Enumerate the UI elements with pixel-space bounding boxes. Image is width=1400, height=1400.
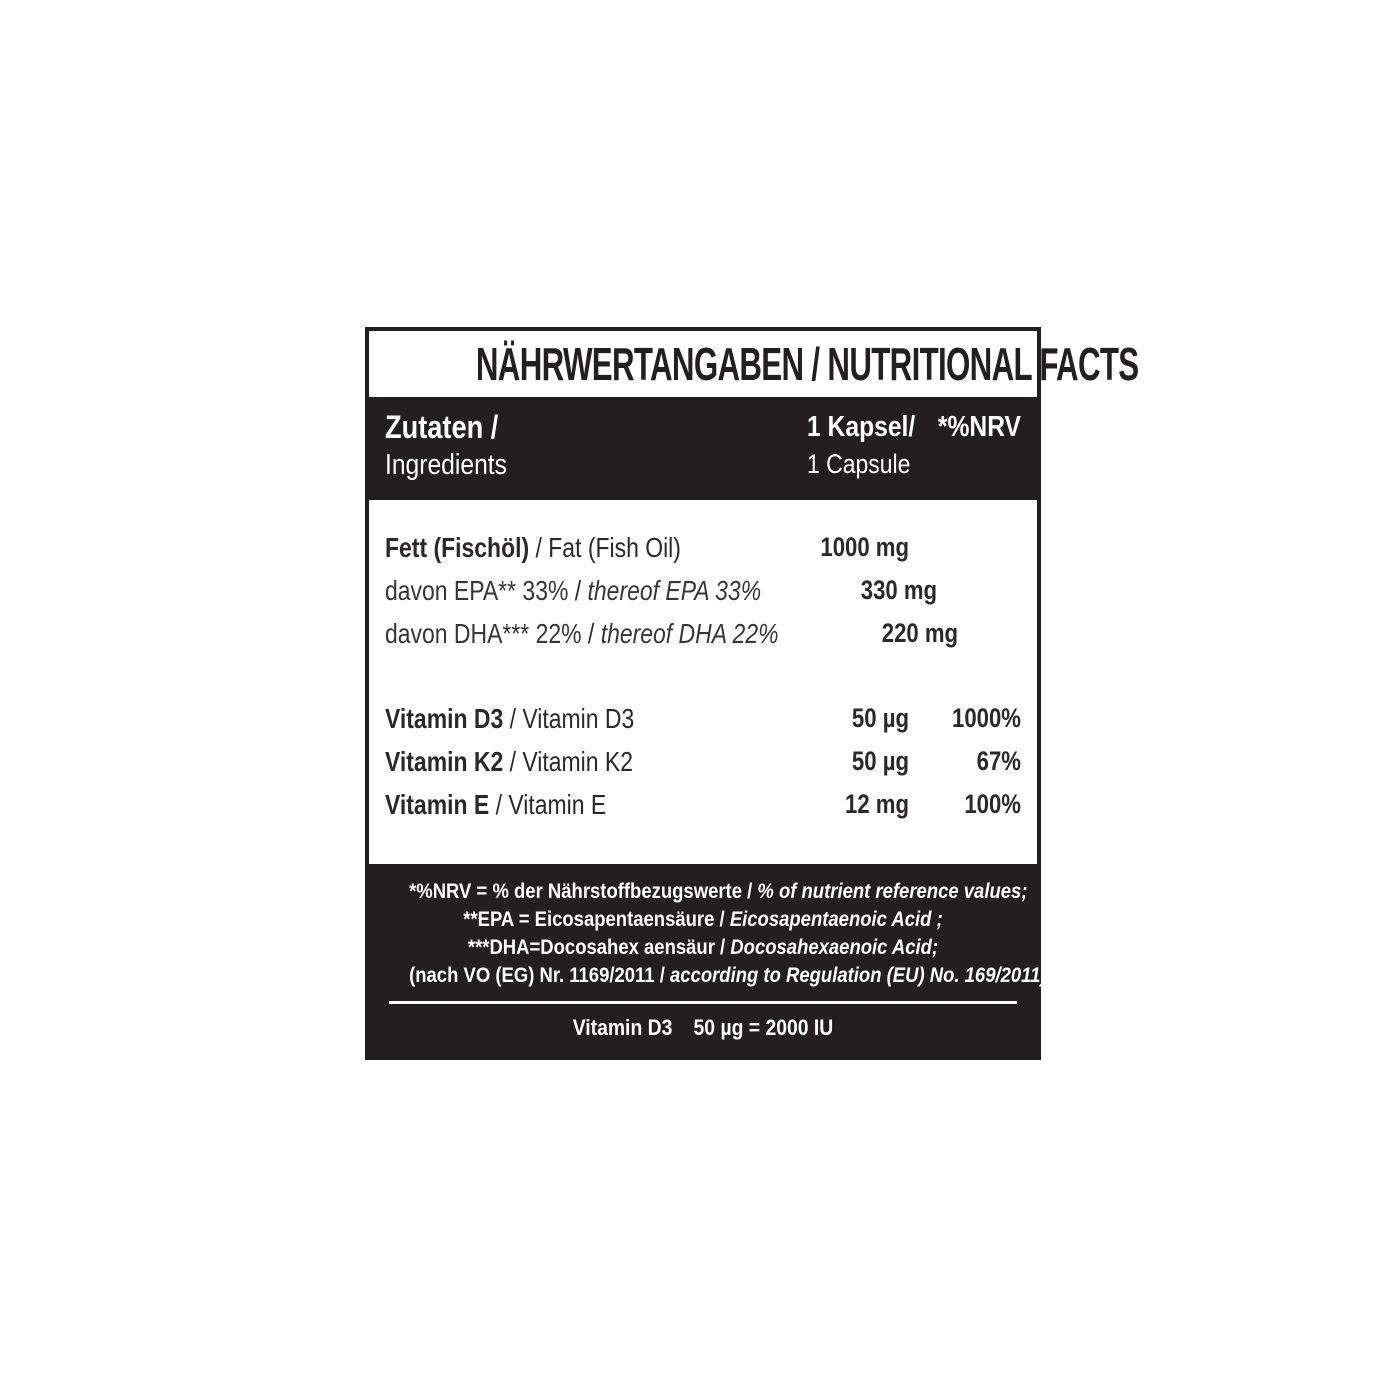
row-name: davon EPA** 33% / thereof EPA 33%	[385, 575, 761, 607]
row-name: davon DHA*** 22% / thereof DHA 22%	[385, 618, 779, 650]
row-amount: 50 µg	[851, 703, 909, 733]
row-name: Vitamin E / Vitamin E	[385, 789, 716, 821]
footnote-text-italic: Eicosapentaenoic Acid ;	[729, 908, 943, 931]
row-name-de: davon DHA*** 22%	[385, 617, 582, 649]
label-title: NÄHRWERTANGABEN / NUTRITIONAL FACTS	[475, 338, 1139, 390]
title-band: NÄHRWERTANGABEN / NUTRITIONAL FACTS	[369, 331, 1139, 397]
footnote-regulation: (nach VO (EG) Nr. 1169/2011 / according …	[409, 962, 1046, 990]
row-name-separator: /	[489, 788, 509, 820]
row-name-en: Vitamin D3	[522, 702, 635, 734]
footnote-text: (nach VO (EG) Nr. 1169/2011 /	[409, 964, 670, 987]
column-header-band: Zutaten / Ingredients 1 Kapsel/ 1 Capsul…	[369, 397, 1037, 500]
footer-divider	[389, 1001, 1017, 1004]
row-amount: 330 mg	[860, 575, 937, 605]
table-row-epa: davon EPA** 33% / thereof EPA 33% 330 mg	[385, 569, 1021, 612]
row-amount: 50 µg	[851, 746, 909, 776]
row-name-separator: /	[568, 574, 588, 606]
footnote-epa: **EPA = Eicosapentaensäure / Eicosapenta…	[409, 906, 997, 934]
table-row-vitamin-k2: Vitamin K2 / Vitamin K2 50 µg 67%	[385, 740, 1021, 783]
row-name-separator: /	[581, 617, 601, 649]
ingredients-column-header: Zutaten / Ingredients	[385, 407, 728, 500]
footnote-nrv: *%NRV = % der Nährstoffbezugswerte / % o…	[409, 878, 1027, 906]
row-name: Fett (Fischöl) / Fat (Fish Oil)	[385, 532, 716, 564]
table-row-vitamin-e: Vitamin E / Vitamin E 12 mg 100%	[385, 783, 1021, 826]
row-nrv: 1000%	[952, 703, 1021, 733]
footnote-text-italic: % of nutrient reference values;	[757, 880, 1028, 903]
row-name-de: Vitamin K2	[385, 745, 504, 777]
row-name-en: thereof EPA 33%	[587, 574, 762, 606]
row-nrv: 67%	[976, 746, 1021, 776]
row-nrv: 100%	[964, 789, 1021, 819]
row-name-en: Fat (Fish Oil)	[548, 531, 681, 563]
row-name-de: Fett (Fischöl)	[385, 531, 530, 563]
row-name-en: Vitamin E	[508, 788, 607, 820]
row-amount: 12 mg	[845, 789, 909, 819]
table-row-dha: davon DHA*** 22% / thereof DHA 22% 220 m…	[385, 612, 1021, 655]
footnotes-band: *%NRV = % der Nährstoffbezugswerte / % o…	[369, 864, 1047, 1056]
table-row-vitamin-d3: Vitamin D3 / Vitamin D3 50 µg 1000%	[385, 697, 1021, 740]
row-name: Vitamin D3 / Vitamin D3	[385, 703, 716, 735]
table-row-fat: Fett (Fischöl) / Fat (Fish Oil) 1000 mg	[385, 526, 1021, 569]
nrv-column-header: *%NRV	[937, 411, 1021, 443]
row-name-de: davon EPA** 33%	[385, 574, 569, 606]
nutrient-table: Fett (Fischöl) / Fat (Fish Oil) 1000 mg …	[369, 500, 1037, 864]
row-name-separator: /	[503, 745, 523, 777]
serving-column-header: 1 Kapsel/ 1 Capsule	[807, 407, 916, 500]
row-name: Vitamin K2 / Vitamin K2	[385, 746, 716, 778]
nutrition-facts-label: NÄHRWERTANGABEN / NUTRITIONAL FACTS Zuta…	[365, 327, 1139, 1060]
dosage-note-name: Vitamin D3	[572, 1015, 673, 1040]
dosage-note: Vitamin D3 50 µg = 2000 IU	[409, 1014, 997, 1042]
row-amount: 220 mg	[881, 618, 958, 648]
row-amount: 1000 mg	[820, 532, 909, 562]
footnote-text: ***DHA=Docosahex aensäur /	[467, 936, 731, 959]
footnote-text: *%NRV = % der Nährstoffbezugswerte /	[409, 880, 758, 903]
serving-header-en: 1 Capsule	[807, 449, 911, 479]
ingredients-header-de: Zutaten /	[385, 409, 499, 445]
row-name-separator: /	[503, 702, 523, 734]
row-name-en: Vitamin K2	[522, 745, 633, 777]
dosage-note-value: 50 µg = 2000 IU	[693, 1015, 834, 1040]
footnote-text-italic: according to Regulation (EU) No. 169/201…	[669, 964, 1047, 987]
footnote-text-italic: Docosahexaenoic Acid;	[730, 936, 939, 959]
row-name-de: Vitamin D3	[385, 702, 504, 734]
serving-header-de: 1 Kapsel/	[807, 411, 916, 443]
footnote-text: **EPA = Eicosapentaensäure /	[463, 908, 730, 931]
row-name-de: Vitamin E	[385, 788, 490, 820]
row-name-separator: /	[529, 531, 549, 563]
footnote-dha: ***DHA=Docosahex aensäur / Docosahexaeno…	[409, 934, 997, 962]
ingredients-header-en: Ingredients	[385, 449, 507, 481]
row-name-en: thereof DHA 22%	[600, 617, 779, 649]
